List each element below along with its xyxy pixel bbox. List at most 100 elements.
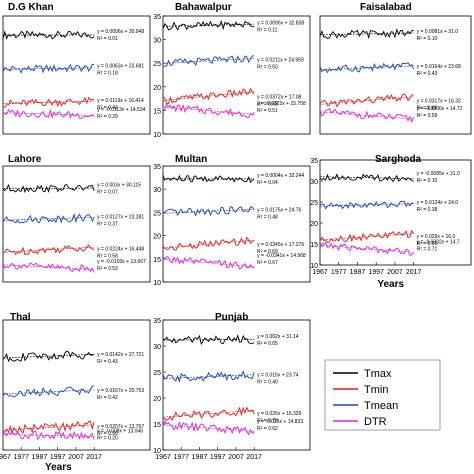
panel-title: Faisalabad [360,2,412,13]
panel-faisalabad: Faisalabad y = 0.0081x + 31.0R² = 0.10 y =… [319,2,472,135]
series-dtr-trend [319,111,414,120]
series-tmean-line [162,55,255,68]
trend-equation: y = 0.0372x + 17.08 [257,94,301,100]
y-tick-label: 15 [153,108,161,115]
y-tick-label: 35 [153,14,161,21]
trend-equation: y = 0.029x + 16.0 [417,234,456,240]
y-tick-label: 30 [153,38,161,45]
y-tick-label: 25 [153,61,161,68]
trend-equation: y = 0.0124x + 24.0 [417,200,459,206]
plot-frame [319,15,472,135]
plot-frame [2,15,151,135]
series-tmin-line [2,244,95,256]
series-dtr-trend [319,244,414,253]
plot-frame [2,165,151,283]
series-tmin-trend [162,91,255,101]
trend-r2: R² = 0.56 [97,431,118,437]
y-tick-label: 25 [153,210,161,217]
trend-r2: R² = 0.51 [257,108,278,114]
trend-equation: y = 0.015x + 23.74 [257,373,299,379]
trend-r2: R² = 0.05 [257,341,278,347]
trend-equation: y = 0.0081x + 31.0 [417,29,459,35]
series-tmax-trend [2,187,95,190]
series-tmax-line [162,334,255,346]
trend-r2: R² = 0.66 [417,105,438,111]
trend-equation: y = 0.0063x + 23.681 [97,63,144,69]
series-tmin-trend [2,424,95,431]
series-dtr-trend [2,434,95,437]
trend-r2: R² = 0.11 [257,27,278,33]
trend-equation: y = 0.0127x + 23.281 [97,214,144,220]
x-tick-label: 1997 [210,454,226,461]
series-tmin-trend [2,100,95,105]
years-axis-label-thal: Years [45,462,72,473]
legend-frame [324,359,441,431]
y-tick-label: 20 [153,396,161,403]
trend-r2: R² = 0.38 [417,207,438,213]
trend-r2: R² = 0.42 [97,395,118,401]
series-tmax-trend [319,32,414,36]
series-tmax-trend [162,23,255,27]
series-dtr-line [162,420,255,436]
y-tick-label: 25 [153,370,161,377]
series-tmean-trend [162,58,255,64]
y-tick-label: 10 [153,280,161,287]
x-tick-label: 2007 [387,269,403,276]
series-tmean-trend [2,217,95,221]
series-tmin-line [319,93,414,108]
y-tick-label: 30 [310,179,318,186]
x-tick-label: 2017 [406,269,422,276]
series-dtr-line [2,108,95,119]
x-tick-label: 1967 [312,269,328,276]
x-tick-label: 2017 [86,454,102,461]
x-tick-label: 2007 [68,454,84,461]
trend-equation: y = 0.0207x + 13.767 [97,424,144,430]
y-tick-label: 35 [153,164,161,171]
x-tick-label: 1977 [13,454,29,461]
series-tmean-line [2,385,95,398]
series-dtr-line [319,108,415,123]
trend-equation: y = -0.0322x + 15.758 [257,101,306,107]
trend-r2: R² = 0.71 [417,246,438,252]
series-tmax-trend [2,353,95,359]
trend-r2: R² = 0.50 [257,64,278,70]
x-tick-label: 1987 [350,269,366,276]
trend-r2: R² = 0.18 [97,70,118,76]
plot-frame [319,159,472,266]
x-tick-label: 1967 [0,454,11,461]
y-tick-label: 35 [153,318,161,325]
x-tick-label: 1997 [368,269,384,276]
trend-r2: R² = 0.62 [257,426,278,432]
y-tick-label: 35 [310,158,318,165]
plot-frame [2,319,151,451]
y-tick-label: 10 [153,448,161,455]
series-tmin-line [2,96,95,108]
trend-r2: R² = 0.53 [97,266,118,272]
x-tick-label: 1977 [331,269,347,276]
trend-equation: y = 0.026x + 16.329 [257,411,301,417]
x-tick-label: 2007 [228,454,244,461]
x-tick-label: 1967 [155,454,171,461]
series-tmean-line [2,213,95,224]
series-tmax-trend [162,339,255,341]
trend-equation: y = 0.003x + 30.115 [97,183,141,189]
trend-equation: y = 0.0345x + 17.276 [257,242,304,248]
series-dtr-line [319,241,414,256]
trend-equation: y = 0.0317x + 16.32 [417,98,461,104]
trend-equation: y = 0.0175x + 24.76 [257,207,301,213]
trend-equation: y = -0.008x + 13.046 [97,428,143,434]
x-tick-label: 1977 [173,454,189,461]
trend-equation: y = 0.0142x + 27.721 [97,352,144,358]
legend-label-dtr: DTR [364,416,387,428]
trend-equation: y = 0.0004x + 32.244 [257,173,304,179]
y-tick-label: 25 [310,200,318,207]
x-tick-label: 1987 [32,454,48,461]
x-axis-label: Years [377,279,404,290]
series-tmin-trend [319,233,414,241]
trend-equation: y = -0.025x + 14.833 [257,419,303,425]
trend-r2: R² = 0.43 [97,359,118,365]
trend-r2: R² = 0.69 [257,249,278,255]
legend: Tmax Tmin Tmean DTR [324,359,441,431]
